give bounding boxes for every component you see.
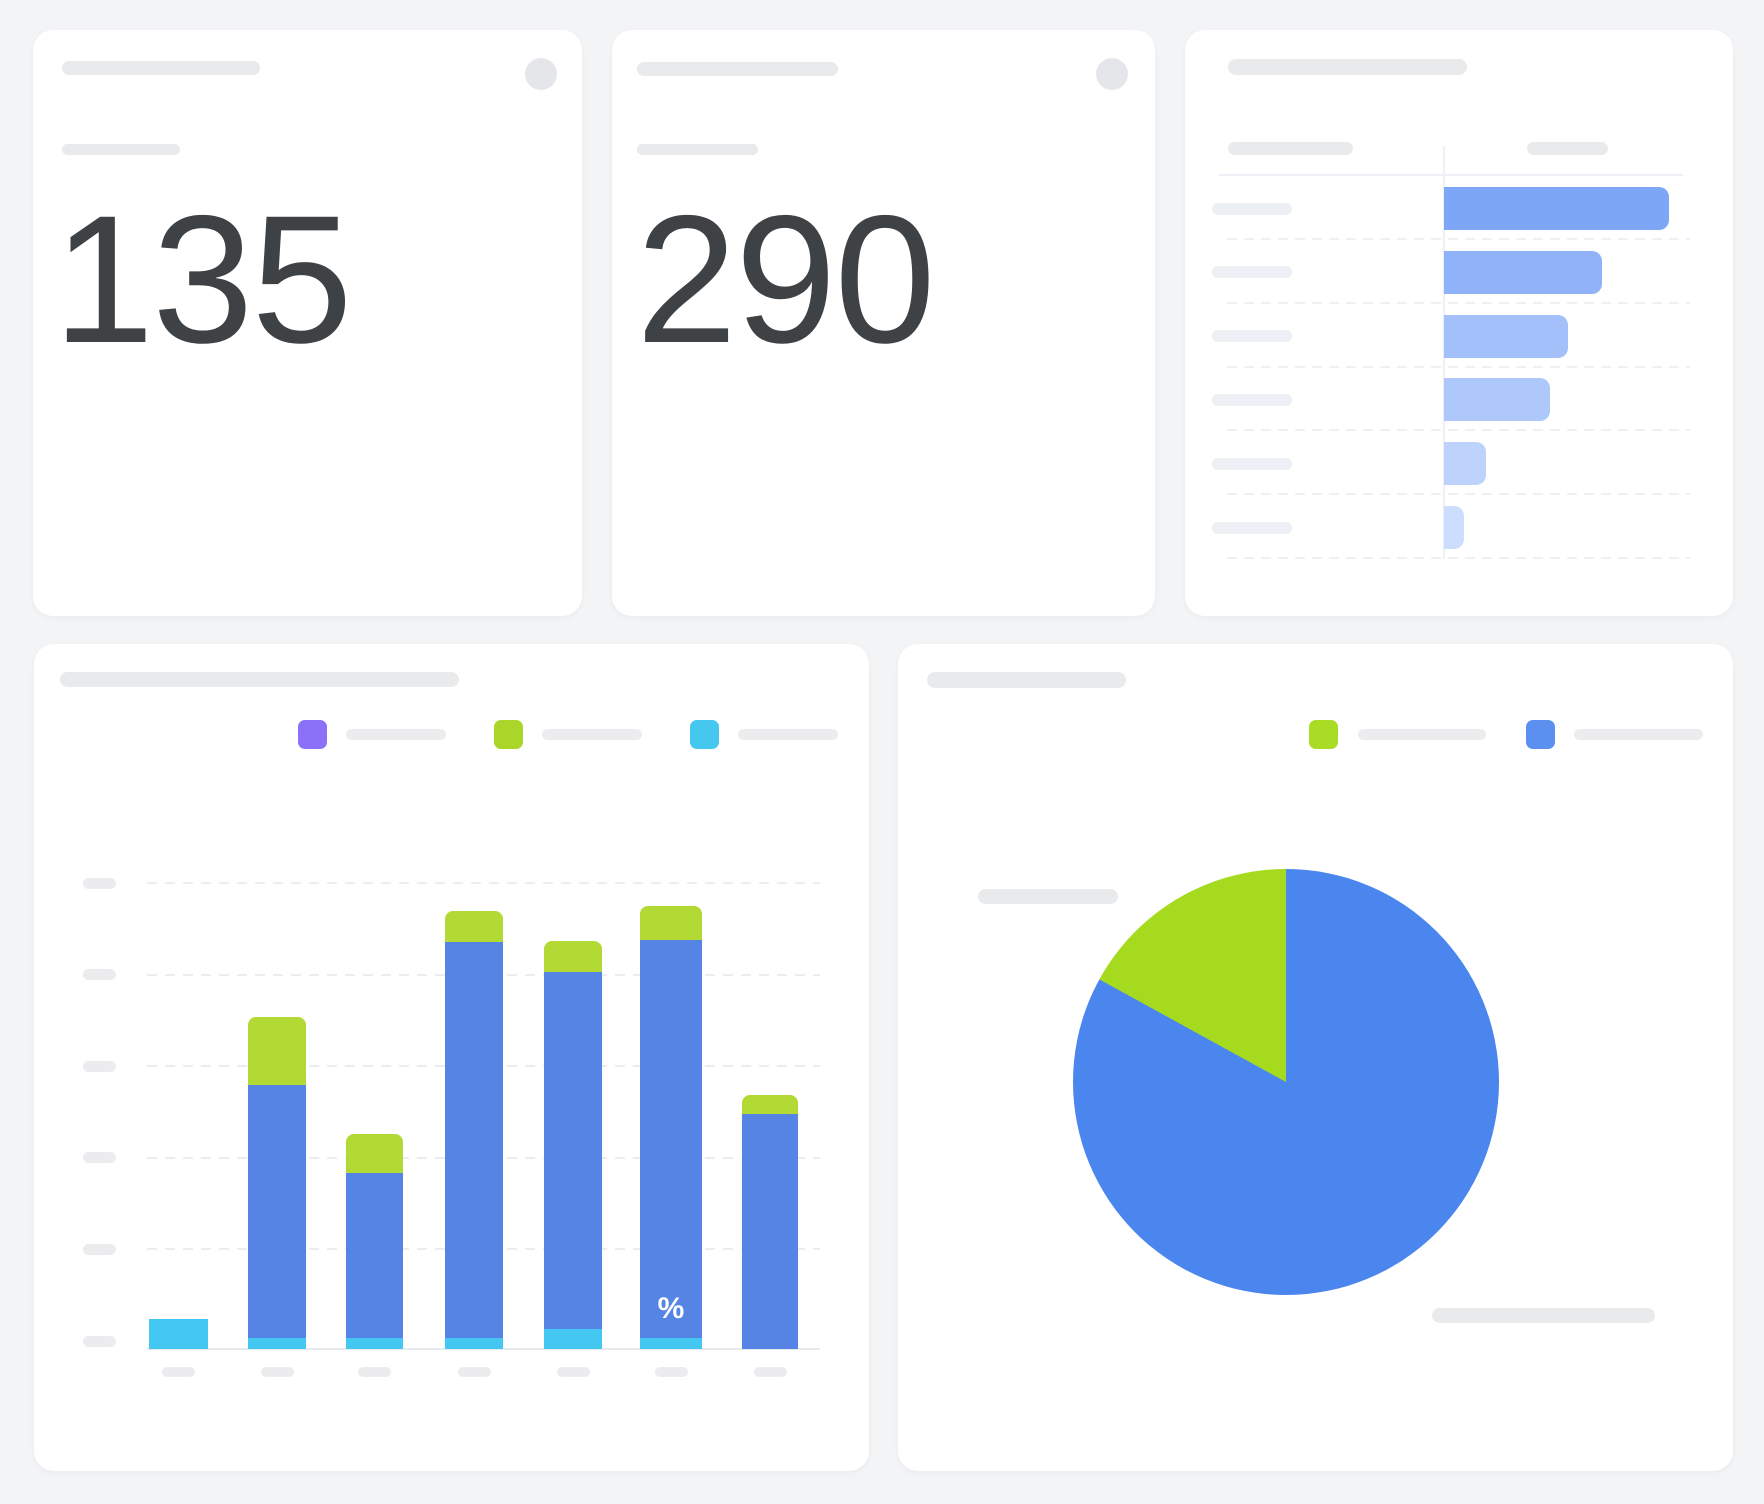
y-axis-tick-placeholder: [83, 877, 116, 889]
row-separator: [1227, 557, 1690, 559]
row-separator: [1227, 238, 1690, 240]
row-label-placeholder: [1212, 521, 1292, 534]
x-axis-label-placeholder: [260, 1367, 294, 1377]
x-axis-label-placeholder: [556, 1367, 590, 1377]
legend-swatch-blue: [1526, 720, 1555, 749]
icon-circle-placeholder: [1096, 58, 1128, 90]
stacked-column-plot: %: [34, 644, 869, 1471]
annotation-placeholder-bottom: [1432, 1308, 1655, 1323]
legend-swatch-green: [494, 720, 523, 749]
category-bar: [1444, 250, 1602, 294]
card-title-placeholder: [1228, 59, 1467, 75]
column-header-right-placeholder: [1527, 142, 1608, 155]
y-axis-tick-placeholder: [83, 1060, 116, 1072]
annotation-placeholder-left: [978, 889, 1118, 904]
row-separator: [1227, 429, 1690, 432]
y-axis-tick-placeholder: [83, 969, 116, 981]
bar-segment-cyan: [544, 1328, 602, 1349]
bar-segment-green: [742, 1095, 798, 1115]
bar-segment-cyan: [149, 1318, 208, 1349]
bar-segment-cyan: [640, 1338, 702, 1349]
category-bar-card: [1185, 30, 1733, 616]
bar-segment-cyan: [248, 1338, 306, 1349]
bar-segment-green: [640, 906, 702, 940]
pie-chart: [1073, 869, 1499, 1295]
legend-swatch-cyan: [690, 720, 719, 749]
category-bar: [1444, 187, 1669, 230]
row-label-placeholder: [1212, 457, 1292, 470]
x-axis-label-placeholder: [457, 1367, 491, 1377]
row-label-placeholder: [1212, 330, 1292, 343]
legend-label-placeholder: [346, 729, 446, 740]
x-axis-label-placeholder: [753, 1367, 787, 1377]
legend-label-placeholder: [542, 729, 642, 740]
legend-swatch-green: [1309, 720, 1338, 749]
stat-card-1: 135: [33, 30, 582, 616]
card-title-placeholder: [60, 672, 459, 687]
legend-swatch-purple: [298, 720, 327, 749]
bar-segment-blue-hatched: %: [640, 940, 702, 1338]
row-label-placeholder: [1212, 202, 1292, 215]
stat-value: 135: [53, 177, 353, 381]
x-axis-baseline: [147, 1348, 820, 1350]
row-label-placeholder: [1212, 266, 1292, 279]
y-axis-tick-placeholder: [83, 1152, 116, 1164]
category-bar-plot: [1185, 30, 1733, 616]
bar-segment-cyan: [445, 1338, 503, 1349]
row-separator: [1227, 301, 1690, 304]
y-axis-tick-placeholder: [83, 1243, 116, 1255]
category-bar: [1444, 442, 1486, 486]
gridline: [147, 882, 820, 884]
bar-segment-green: [544, 941, 602, 972]
legend-label-placeholder: [738, 729, 838, 740]
pie-card: [898, 644, 1733, 1471]
bar-segment-green: [248, 1017, 306, 1086]
stat-label-placeholder: [637, 144, 758, 155]
card-title-placeholder: [927, 672, 1126, 688]
row-label-placeholder: [1212, 393, 1292, 406]
stat-label-placeholder: [62, 144, 180, 155]
row-separator: [1227, 365, 1690, 368]
bar-segment-blue: [346, 1173, 403, 1338]
bar-segment-blue: [445, 941, 503, 1338]
category-bar: [1444, 378, 1550, 422]
stat-card-2: 290: [612, 30, 1155, 616]
stat-value: 290: [636, 177, 936, 381]
legend-label-placeholder: [1358, 729, 1486, 740]
card-title-placeholder: [637, 62, 838, 76]
bar-segment-green: [346, 1134, 403, 1174]
header-divider: [1219, 174, 1683, 176]
x-axis-label-placeholder: [162, 1367, 195, 1377]
bar-segment-blue: [248, 1085, 306, 1338]
row-separator: [1227, 493, 1690, 496]
card-title-placeholder: [62, 61, 260, 75]
stacked-column-card: %: [34, 644, 869, 1471]
y-axis-tick-placeholder: [83, 1335, 116, 1347]
category-bar: [1444, 506, 1464, 549]
icon-circle-placeholder: [525, 58, 557, 90]
x-axis-label-placeholder: [654, 1367, 688, 1377]
bar-segment-green: [445, 910, 503, 942]
x-axis-label-placeholder: [358, 1367, 391, 1377]
category-bar: [1444, 314, 1568, 358]
bar-segment-blue: [742, 1114, 798, 1349]
bar-segment-blue: [544, 971, 602, 1329]
percent-label: %: [657, 1292, 685, 1325]
legend-label-placeholder: [1574, 729, 1703, 740]
bar-segment-cyan: [346, 1338, 403, 1349]
column-header-left-placeholder: [1228, 142, 1353, 155]
